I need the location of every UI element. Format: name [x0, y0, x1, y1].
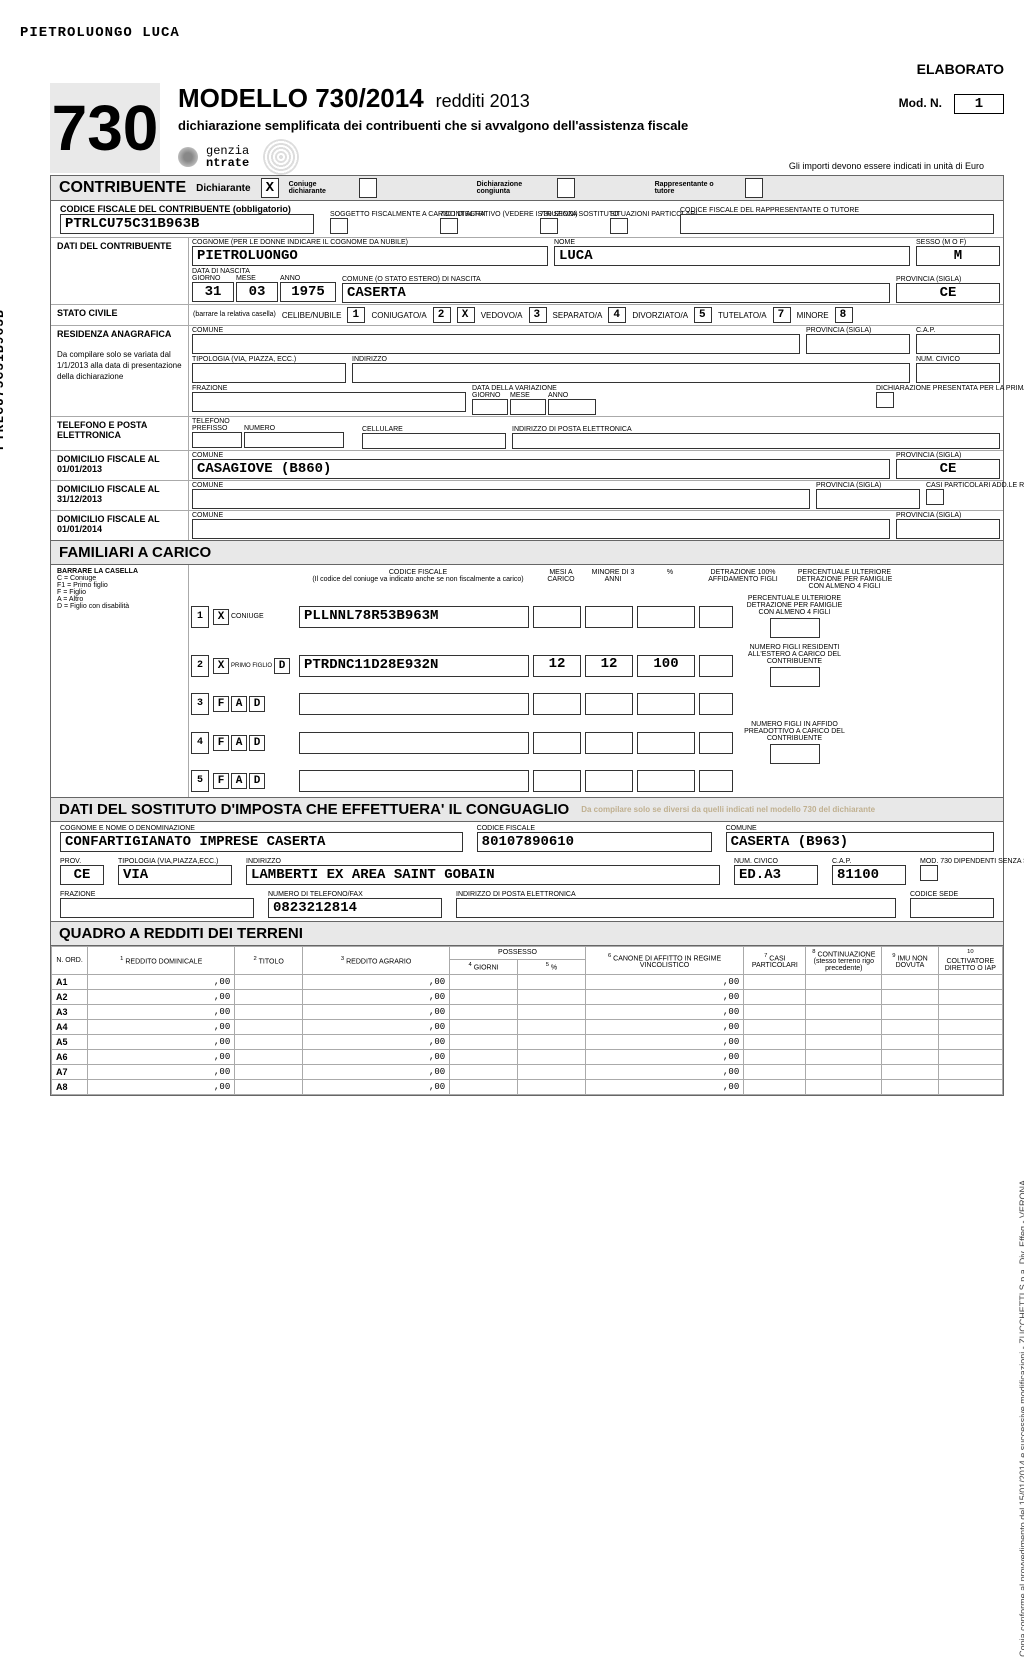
familiare-row: 2 XPRIMO FIGLIOD PTRDNC11D28E932N 12 12 …: [191, 641, 1001, 690]
label-residenza: RESIDENZA ANAGRAFICA Da compilare solo s…: [51, 326, 189, 416]
terreni-table: N. ORD. 1 REDDITO DOMINICALE 2 TITOLO 3 …: [51, 946, 1003, 1095]
label-stato: STATO CIVILE: [51, 305, 189, 325]
rappresentante-check: [745, 178, 763, 198]
terreni-row: A5 ,00,00 ,00: [52, 1035, 1003, 1050]
mod-n-label: Mod. N.: [899, 96, 942, 110]
label-dom3: DOMICILIO FISCALE AL 01/01/2014: [51, 511, 189, 540]
cognome: PIETROLUONGO: [192, 246, 548, 266]
subtitle: dichiarazione semplificata dei contribue…: [178, 118, 1004, 133]
familiare-row: 5 FAD: [191, 767, 1001, 795]
vertical-copyright: Copia conforme al provvedimento del 15/0…: [1018, 1180, 1024, 1657]
section-familiari: FAMILIARI A CARICO: [51, 540, 1003, 565]
dichiarante-check: X: [261, 178, 279, 198]
familiare-row: 1 XCONIUGE PLLNNL78R53B963M PERCENTUALE …: [191, 592, 1001, 641]
familiare-row: 4 FAD NUMERO FIGLI IN AFFIDO PREADOTTIVO…: [191, 718, 1001, 767]
elaborato-label: ELABORATO: [20, 61, 1004, 77]
mod-n-value: 1: [954, 94, 1004, 114]
coniuge-check: [359, 178, 377, 198]
terreni-row: A2 ,00,00 ,00: [52, 990, 1003, 1005]
terreni-row: A7 ,00,00 ,00: [52, 1065, 1003, 1080]
label-dom2: DOMICILIO FISCALE AL 31/12/2013: [51, 481, 189, 510]
terreni-row: A6 ,00,00 ,00: [52, 1050, 1003, 1065]
terreni-row: A3 ,00,00 ,00: [52, 1005, 1003, 1020]
terreni-row: A4 ,00,00 ,00: [52, 1020, 1003, 1035]
section-contribuente: CONTRIBUENTE Dichiarante X Coniuge dichi…: [51, 176, 1003, 201]
familiare-row: 3 FAD: [191, 690, 1001, 718]
congiunta-check: [557, 178, 575, 198]
terreni-row: A8 ,00,00 ,00: [52, 1080, 1003, 1095]
prov-nascita: CE: [896, 283, 1000, 303]
label-telefono: TELEFONO E POSTA ELETTRONICA: [51, 417, 189, 450]
logo-730: 730: [50, 83, 160, 173]
cf-row: CODICE FISCALE DEL CONTRIBUENTE (obbliga…: [51, 201, 1003, 237]
cf-contribuente: PTRLCU75C31B963B: [60, 214, 314, 234]
nome: LUCA: [554, 246, 910, 266]
redditi-year: redditi 2013: [436, 91, 530, 112]
terreni-row: A1 ,00,00 ,00: [52, 975, 1003, 990]
section-sostituto: DATI DEL SOSTITUTO D'IMPOSTA CHE EFFETTU…: [51, 797, 1003, 822]
seal-icon: [263, 139, 299, 175]
familiari-legend: BARRARE LA CASELLA C = Coniuge F1 = Prim…: [51, 565, 189, 797]
sesso: M: [916, 246, 1000, 266]
label-dati: DATI DEL CONTRIBUENTE: [51, 238, 189, 304]
modello-title: MODELLO 730/2014: [178, 83, 424, 114]
section-quadro-a: QUADRO A REDDITI DEI TERRENI: [51, 921, 1003, 946]
vertical-code: PTRLCU75C31B963B: [0, 309, 7, 450]
taxpayer-name-header: PIETROLUONGO LUCA: [20, 25, 1004, 41]
label-dom1: DOMICILIO FISCALE AL 01/01/2013: [51, 451, 189, 480]
comune-nascita: CASERTA: [342, 283, 890, 303]
